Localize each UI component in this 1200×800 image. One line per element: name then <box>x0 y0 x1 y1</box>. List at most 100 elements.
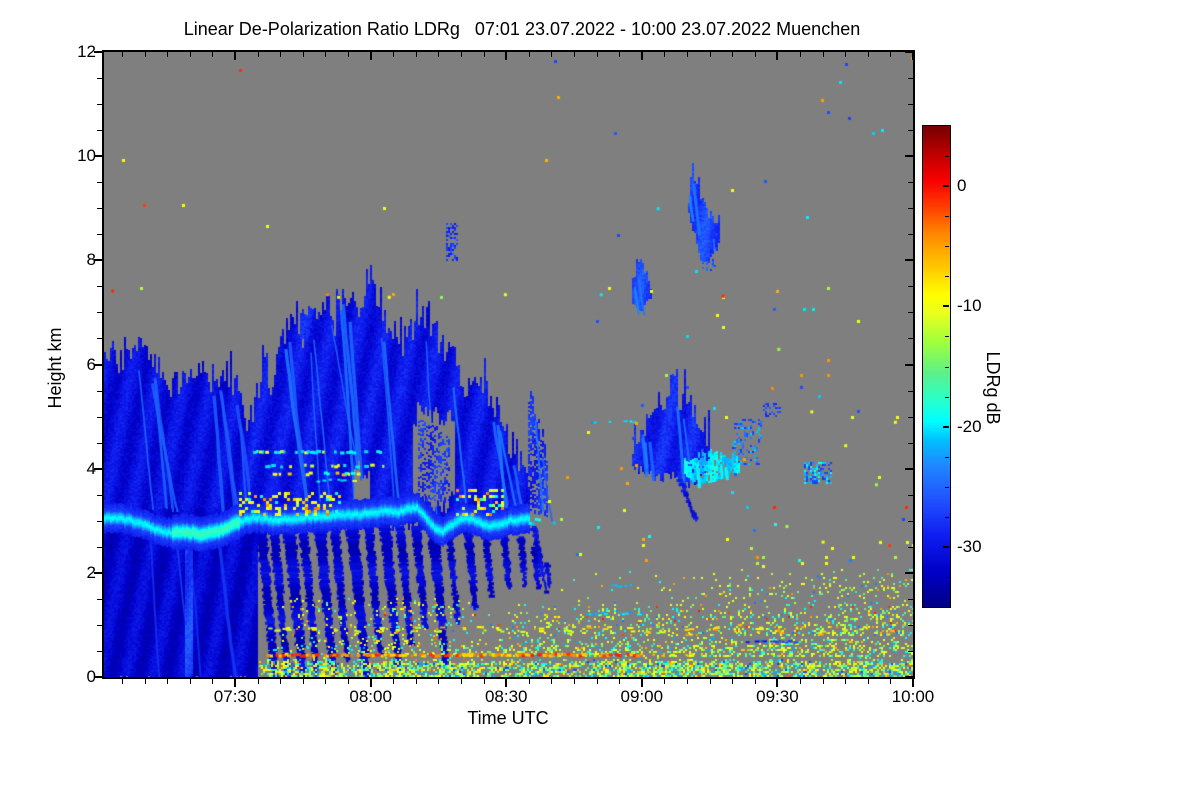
y-axis-minor-tick-right <box>908 546 913 548</box>
y-axis-minor-tick <box>97 130 102 132</box>
x-axis-minor-tick <box>348 679 350 684</box>
x-axis-minor-tick <box>189 679 191 684</box>
heatmap-canvas <box>104 52 913 677</box>
colorbar-minor-tick <box>945 516 949 518</box>
x-axis-major-tick-top <box>369 52 372 60</box>
x-axis-minor-tick <box>528 679 530 684</box>
x-axis-minor-tick <box>483 679 485 684</box>
y-axis-minor-tick-right <box>908 338 913 340</box>
colorbar-major-tick <box>943 545 949 548</box>
x-axis-tick-label: 08:00 <box>349 687 392 706</box>
y-axis-minor-tick-right <box>908 494 913 496</box>
x-axis-minor-tick-top <box>822 52 824 57</box>
x-axis-minor-tick-top <box>144 52 146 57</box>
x-axis-minor-tick-top <box>709 52 711 57</box>
y-axis-minor-tick <box>97 624 102 626</box>
colorbar-minor-tick <box>945 366 949 368</box>
y-axis-tick-label: 12 <box>77 42 96 61</box>
y-axis-minor-tick <box>97 78 102 80</box>
y-axis-major-tick <box>94 676 102 678</box>
x-axis-minor-tick <box>212 679 214 684</box>
x-axis-major-tick <box>369 679 372 687</box>
x-axis-minor-tick <box>800 679 801 684</box>
x-axis-minor-tick <box>144 679 146 684</box>
y-axis-major-tick-right <box>905 155 913 158</box>
x-axis-minor-tick <box>551 679 553 684</box>
x-axis-minor-tick-top <box>574 52 576 57</box>
x-axis-minor-tick <box>122 679 124 684</box>
x-axis-major-tick <box>776 679 779 687</box>
y-axis-major-tick-right <box>905 467 913 470</box>
x-axis-major-tick-top <box>640 52 643 60</box>
x-axis-minor-tick <box>257 679 259 684</box>
x-axis-minor-tick-top <box>596 52 598 57</box>
x-axis-tick-label: 09:30 <box>756 687 799 706</box>
colorbar-tick-label: -20 <box>957 416 982 436</box>
x-axis-minor-tick-top <box>461 52 463 57</box>
colorbar-minor-tick <box>945 246 949 248</box>
x-axis-minor-tick-top <box>528 52 530 57</box>
y-axis-tick-label: 2 <box>86 562 96 582</box>
y-axis-major-tick <box>94 51 102 53</box>
x-axis-tick-label: 10:00 <box>891 687 935 706</box>
y-axis-major-tick <box>94 571 102 574</box>
x-axis-tick-label: 07:30 <box>213 687 257 706</box>
y-axis-minor-tick-right <box>908 520 913 522</box>
y-axis-minor-tick <box>97 286 102 288</box>
x-axis-minor-tick <box>167 679 169 684</box>
x-axis-minor-tick-top <box>348 52 350 57</box>
x-axis-minor-tick-top <box>415 52 417 57</box>
x-axis-minor-tick <box>596 679 598 684</box>
x-axis-minor-tick <box>890 679 892 684</box>
x-axis-minor-tick-top <box>393 52 395 57</box>
x-axis-minor-tick <box>393 679 395 684</box>
colorbar-tick-label: -30 <box>957 536 982 556</box>
x-axis-major-tick-top <box>234 52 237 60</box>
colorbar-minor-tick <box>945 576 949 578</box>
colorbar-tick-label: -10 <box>957 296 982 316</box>
x-axis-minor-tick <box>302 679 304 684</box>
x-axis-minor-tick-top <box>257 52 259 57</box>
y-axis-minor-tick-right <box>908 624 913 626</box>
x-axis-minor-tick-top <box>483 52 485 57</box>
x-axis-minor-tick <box>732 679 734 684</box>
y-axis-major-tick <box>94 363 102 366</box>
y-axis-minor-tick <box>97 338 102 340</box>
x-axis-minor-tick-top <box>619 52 621 57</box>
x-axis-minor-tick-top <box>551 52 553 57</box>
y-axis-minor-tick-right <box>908 104 913 106</box>
x-axis-major-tick-top <box>776 52 779 60</box>
x-axis-minor-tick <box>709 679 711 684</box>
y-axis-minor-tick-right <box>908 130 913 132</box>
y-axis-tick-label: 8 <box>86 250 96 270</box>
x-axis-minor-tick <box>325 679 327 684</box>
y-axis-minor-tick <box>97 442 102 444</box>
x-axis-major-tick <box>912 679 914 687</box>
x-axis-minor-tick-top <box>867 52 869 57</box>
y-axis-minor-tick-right <box>908 416 913 418</box>
x-axis-major-tick-top <box>505 52 508 60</box>
y-axis-minor-tick <box>97 598 102 600</box>
x-axis-tick-label: 08:30 <box>484 687 528 706</box>
x-axis-minor-tick-top <box>754 52 756 57</box>
y-axis-tick-label: 6 <box>86 354 96 374</box>
y-axis-minor-tick-right <box>908 650 913 652</box>
y-axis-minor-tick-right <box>908 182 913 184</box>
x-axis-minor-tick-top <box>167 52 169 57</box>
colorbar-minor-tick <box>945 396 949 398</box>
x-axis-minor-tick <box>754 679 756 684</box>
y-axis-minor-tick <box>97 416 102 418</box>
x-axis-minor-tick-top <box>845 52 847 57</box>
x-axis-minor-tick <box>461 679 463 684</box>
x-axis-minor-tick-top <box>212 52 214 57</box>
y-axis-minor-tick <box>97 234 102 236</box>
y-axis-minor-tick-right <box>908 390 913 392</box>
y-axis-minor-tick <box>97 182 102 184</box>
y-axis-minor-tick-right <box>908 286 913 288</box>
x-axis-major-tick-top <box>912 52 914 60</box>
y-axis-tick-label: 10 <box>77 146 96 166</box>
x-axis-minor-tick-top <box>325 52 327 57</box>
y-axis-major-tick <box>94 259 102 262</box>
y-axis-major-tick-right <box>905 363 913 366</box>
y-axis-tick-label: 0 <box>86 667 96 686</box>
